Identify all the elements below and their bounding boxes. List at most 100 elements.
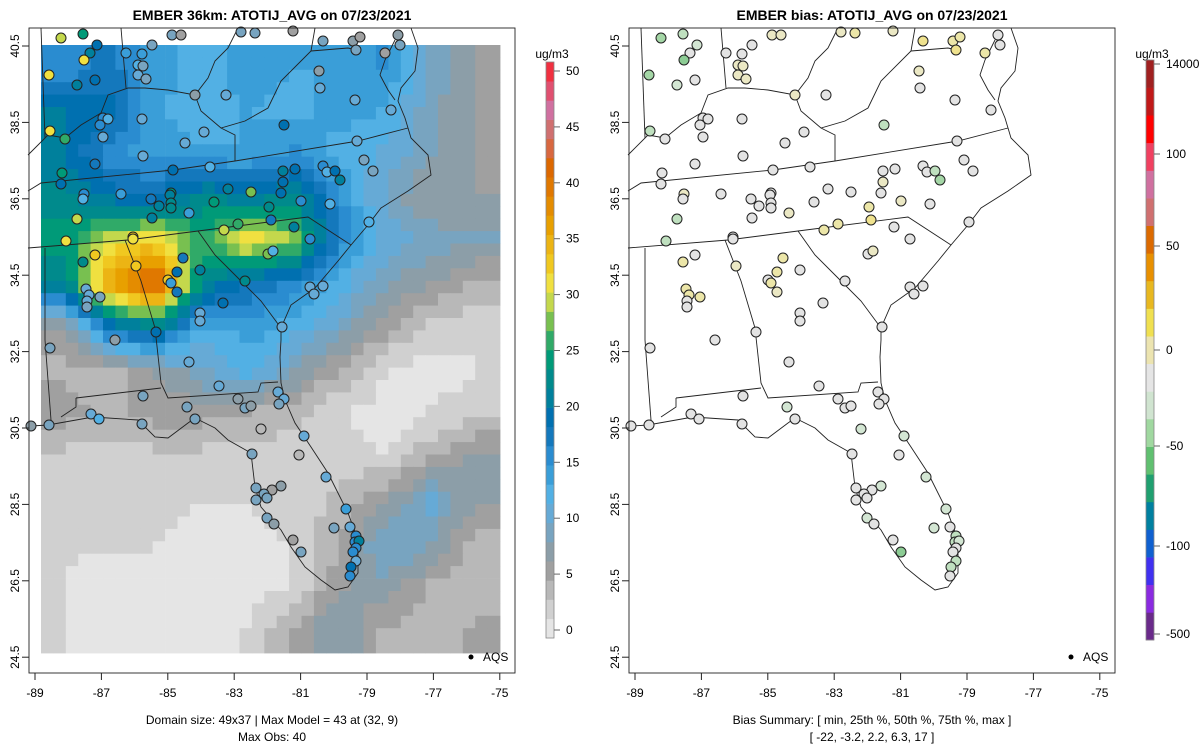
- grid-cell: [289, 181, 302, 195]
- grid-cell: [165, 318, 178, 331]
- grid-cell: [400, 193, 414, 207]
- grid-cell: [375, 516, 389, 530]
- grid-cell: [425, 181, 439, 195]
- bias-station-marker: [808, 196, 820, 208]
- legend-dot-icon: [1068, 654, 1074, 660]
- grid-cell: [450, 566, 464, 579]
- grid-cell: [115, 218, 129, 232]
- grid-cell: [338, 206, 352, 220]
- colorbar-tick-label: 40: [566, 176, 580, 190]
- grid-cell: [438, 305, 451, 319]
- grid-cell: [152, 504, 166, 517]
- grid-cell: [251, 528, 265, 542]
- grid-cell: [475, 268, 488, 282]
- y-tick-label: 32.5: [608, 340, 622, 364]
- bias-station-marker: [753, 200, 765, 212]
- grid-cell: [326, 553, 340, 567]
- grid-cell: [388, 628, 402, 641]
- grid-cell: [152, 280, 166, 294]
- grid-cell: [264, 466, 278, 480]
- grid-cell: [239, 293, 253, 306]
- grid-cell: [425, 591, 439, 604]
- grid-cell: [400, 243, 414, 257]
- grid-cell: [301, 417, 315, 430]
- grid-cell: [289, 566, 302, 579]
- grid-cell: [115, 305, 129, 319]
- grid-cell: [400, 57, 414, 71]
- grid-cell: [53, 305, 67, 319]
- grid-cell: [487, 94, 501, 108]
- grid-cell: [313, 380, 327, 393]
- grid-cell: [475, 404, 488, 418]
- grid-cell: [462, 442, 476, 455]
- colorbar-swatch: [1146, 336, 1154, 365]
- grid-cell: [388, 442, 402, 455]
- grid-cell: [227, 454, 240, 468]
- colorbar-swatch: [546, 254, 554, 274]
- bias-station-marker: [850, 494, 862, 506]
- grid-cell: [450, 131, 464, 145]
- grid-cell: [239, 342, 253, 356]
- grid-cell: [140, 640, 153, 654]
- grid-cell: [413, 144, 426, 158]
- grid-cell: [487, 82, 501, 95]
- grid-cell: [425, 342, 439, 356]
- grid-cell: [214, 578, 228, 592]
- grid-cell: [264, 578, 278, 592]
- station-marker: [277, 176, 289, 188]
- grid-cell: [475, 255, 488, 269]
- grid-cell: [177, 429, 191, 443]
- grid-cell: [487, 318, 501, 331]
- bias-station-marker: [817, 297, 829, 309]
- grid-cell: [425, 640, 439, 654]
- colorbar-swatch: [1146, 363, 1154, 392]
- grid-cell: [227, 119, 240, 133]
- grid-cell: [475, 566, 488, 579]
- station-marker: [289, 163, 301, 175]
- bias-station-marker: [878, 119, 890, 131]
- grid-cell: [264, 591, 278, 604]
- grid-cell: [165, 94, 178, 108]
- station-marker: [115, 188, 127, 200]
- grid-cell: [189, 69, 203, 83]
- grid-cell: [313, 479, 327, 493]
- grid-cell: [115, 578, 129, 592]
- grid-cell: [264, 628, 278, 641]
- grid-cell: [338, 156, 352, 170]
- grid-cell: [65, 479, 79, 493]
- bias-station-marker: [781, 401, 793, 413]
- grid-cell: [487, 615, 501, 629]
- station-marker: [89, 158, 101, 170]
- grid-cell: [425, 305, 439, 319]
- colorbar-tick-label: 35: [566, 232, 580, 246]
- grid-cell: [65, 330, 79, 344]
- grid-cell: [450, 293, 464, 306]
- grid-cell: [301, 380, 315, 393]
- grid-cell: [400, 169, 414, 182]
- grid-cell: [438, 57, 451, 71]
- grid-cell: [438, 231, 451, 244]
- grid-cell: [462, 131, 476, 145]
- grid-cell: [438, 268, 451, 282]
- grid-cell: [289, 628, 302, 641]
- grid-cell: [388, 243, 402, 257]
- grid-cell: [375, 231, 389, 244]
- grid-cell: [177, 342, 191, 356]
- grid-cell: [462, 541, 476, 555]
- grid-cell: [363, 119, 377, 133]
- legend-label: AQS: [483, 650, 508, 664]
- bias-station-marker: [917, 280, 929, 292]
- grid-cell: [363, 442, 377, 455]
- grid-cell: [438, 528, 451, 542]
- grid-cell: [90, 181, 104, 195]
- grid-cell: [351, 107, 364, 120]
- grid-cell: [165, 82, 178, 95]
- station-marker: [349, 94, 361, 106]
- grid-cell: [276, 342, 290, 356]
- grid-cell: [103, 342, 116, 356]
- bias-station-marker: [644, 125, 656, 137]
- grid-cell: [276, 156, 290, 170]
- grid-cell: [189, 392, 203, 406]
- grid-cell: [227, 615, 240, 629]
- grid-cell: [165, 553, 178, 567]
